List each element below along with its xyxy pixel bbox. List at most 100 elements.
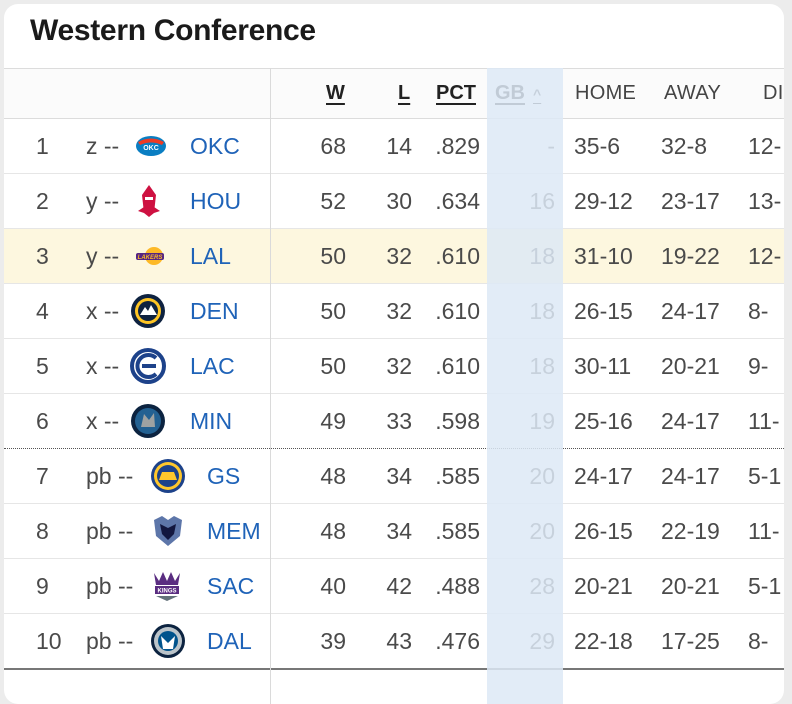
- games-behind-cell: 18: [529, 297, 555, 324]
- losses-cell: 32: [386, 297, 412, 324]
- losses-cell: 32: [386, 242, 412, 269]
- team-abbr-link[interactable]: LAC: [190, 352, 235, 379]
- sac-kings-logo-icon[interactable]: KINGS: [150, 559, 184, 613]
- away-record-cell: 32-8: [661, 132, 708, 159]
- losses-cell: 34: [386, 517, 412, 544]
- wins-cell: 40: [320, 572, 346, 599]
- dal-mavericks-logo-icon[interactable]: [150, 614, 186, 668]
- mem-grizzlies-logo-icon[interactable]: [150, 504, 186, 558]
- division-record-cell: 8-: [748, 627, 769, 654]
- pct-cell: .610: [435, 297, 480, 324]
- home-record-cell: 31-10: [574, 242, 633, 269]
- team-abbr-link[interactable]: OKC: [190, 132, 240, 159]
- clinch-indicator: z --: [86, 132, 120, 159]
- pct-cell: .829: [435, 132, 480, 159]
- col-header-gb-label: GB: [495, 82, 525, 104]
- pct-cell: .634: [435, 187, 480, 214]
- standings-row-hou[interactable]: 2 y -- HOU 52 30 .634 16 29-12 23-17 13-: [4, 174, 784, 229]
- division-record-cell: 12-: [748, 132, 782, 159]
- gs-warriors-logo-icon[interactable]: [150, 449, 186, 503]
- team-abbr-link[interactable]: MEM: [207, 517, 261, 544]
- pct-cell: .610: [435, 352, 480, 379]
- team-abbr-link[interactable]: DAL: [207, 627, 252, 654]
- rank-cell: 9: [36, 572, 49, 599]
- home-record-cell: 24-17: [574, 462, 633, 489]
- den-nuggets-logo-icon[interactable]: [130, 284, 166, 338]
- wins-cell: 52: [320, 187, 346, 214]
- rank-cell: 2: [36, 187, 49, 214]
- lal-lakers-logo-icon[interactable]: LAKERS: [134, 229, 168, 283]
- team-abbr-link[interactable]: LAL: [190, 242, 231, 269]
- losses-cell: 32: [386, 352, 412, 379]
- min-timberwolves-logo-icon[interactable]: [130, 394, 166, 448]
- clinch-indicator: pb --: [86, 572, 134, 599]
- standings-row-okc[interactable]: 1 z -- OKC OKC 68 14 .829 -35-6 32-8 12-: [4, 119, 784, 174]
- col-header-pct[interactable]: PCT: [436, 82, 476, 104]
- sticky-column-divider: [270, 68, 271, 704]
- hou-rockets-logo-icon[interactable]: [134, 174, 164, 228]
- away-record-cell: 17-25: [661, 627, 720, 654]
- rank-cell: 4: [36, 297, 49, 324]
- clinch-indicator: x --: [86, 297, 120, 324]
- wins-cell: 50: [320, 297, 346, 324]
- games-behind-cell: 19: [529, 407, 555, 434]
- home-record-cell: 26-15: [574, 297, 633, 324]
- okc-thunder-logo-icon[interactable]: OKC: [134, 119, 168, 173]
- rank-cell: 5: [36, 352, 49, 379]
- losses-cell: 42: [386, 572, 412, 599]
- away-record-cell: 24-17: [661, 297, 720, 324]
- team-abbr-link[interactable]: HOU: [190, 187, 242, 214]
- rank-cell: 3: [36, 242, 49, 269]
- col-header-div[interactable]: DI: [763, 82, 784, 104]
- clinch-indicator: pb --: [86, 462, 134, 489]
- games-behind-cell: 29: [529, 627, 555, 654]
- standings-row-den[interactable]: 4 x -- DEN 50 32 .610 18 26-15 24-17 8-: [4, 284, 784, 339]
- away-record-cell: 22-19: [661, 517, 720, 544]
- home-record-cell: 22-18: [574, 627, 633, 654]
- home-record-cell: 30-11: [574, 352, 632, 379]
- wins-cell: 49: [320, 407, 346, 434]
- pct-cell: .598: [435, 407, 480, 434]
- games-behind-cell: 20: [529, 517, 555, 544]
- wins-cell: 50: [320, 352, 346, 379]
- standings-row-mem[interactable]: 8 pb -- MEM 48 34 .585 20 26-15 22-19 11-: [4, 504, 784, 559]
- team-abbr-link[interactable]: MIN: [190, 407, 233, 434]
- wins-cell: 39: [320, 627, 346, 654]
- losses-cell: 34: [386, 462, 412, 489]
- pct-cell: .488: [435, 572, 480, 599]
- games-behind-cell: 18: [529, 352, 555, 379]
- wins-cell: 48: [320, 462, 346, 489]
- games-behind-cell: -: [547, 132, 555, 159]
- away-record-cell: 20-21: [661, 572, 720, 599]
- standings-row-gs[interactable]: 7 pb -- GS 48 34 .585 20 24-17 24-17 5-1: [4, 449, 784, 504]
- team-abbr-link[interactable]: SAC: [207, 572, 255, 599]
- col-header-l[interactable]: L: [398, 82, 411, 104]
- clinch-indicator: pb --: [86, 517, 134, 544]
- division-record-cell: 12-: [748, 242, 782, 269]
- division-record-cell: 9-: [748, 352, 769, 379]
- col-header-w[interactable]: W: [326, 82, 345, 104]
- lac-clippers-logo-icon[interactable]: [130, 339, 166, 393]
- col-header-gb[interactable]: GB ^: [495, 69, 541, 118]
- division-record-cell: 5-1: [748, 572, 782, 599]
- table-header-row: W L PCT GB ^ HOME AWAY DI: [4, 68, 784, 119]
- wins-cell: 48: [320, 517, 346, 544]
- standings-row-sac[interactable]: 9 pb -- KINGS SAC 40 42 .488 28 20-21 20-21 5-1: [4, 559, 784, 614]
- division-record-cell: 13-: [748, 187, 782, 214]
- team-abbr-link[interactable]: GS: [207, 462, 241, 489]
- rank-cell: 7: [36, 462, 49, 489]
- col-header-home[interactable]: HOME: [575, 82, 637, 104]
- losses-cell: 33: [386, 407, 412, 434]
- rank-cell: 10: [36, 627, 62, 654]
- standings-row-lal[interactable]: 3 y -- LAKERS LAL 50 32 .610 18 31-10 19-22 12-: [4, 229, 784, 284]
- clinch-indicator: y --: [86, 242, 120, 269]
- standings-row-min[interactable]: 6 x -- MIN 49 33 .598 19 25-16 24-17 11-: [4, 394, 784, 449]
- home-record-cell: 35-6: [574, 132, 621, 159]
- clinch-indicator: pb --: [86, 627, 134, 654]
- games-behind-cell: 20: [529, 462, 555, 489]
- col-header-away[interactable]: AWAY: [664, 82, 722, 104]
- standings-row-dal[interactable]: 10 pb -- DAL 39 43 .476 29 22-18 17-25 8-: [4, 614, 784, 670]
- away-record-cell: 19-22: [661, 242, 720, 269]
- team-abbr-link[interactable]: DEN: [190, 297, 239, 324]
- standings-row-lac[interactable]: 5 x -- LAC 50 32 .610 18 30-11 20-21 9-: [4, 339, 784, 394]
